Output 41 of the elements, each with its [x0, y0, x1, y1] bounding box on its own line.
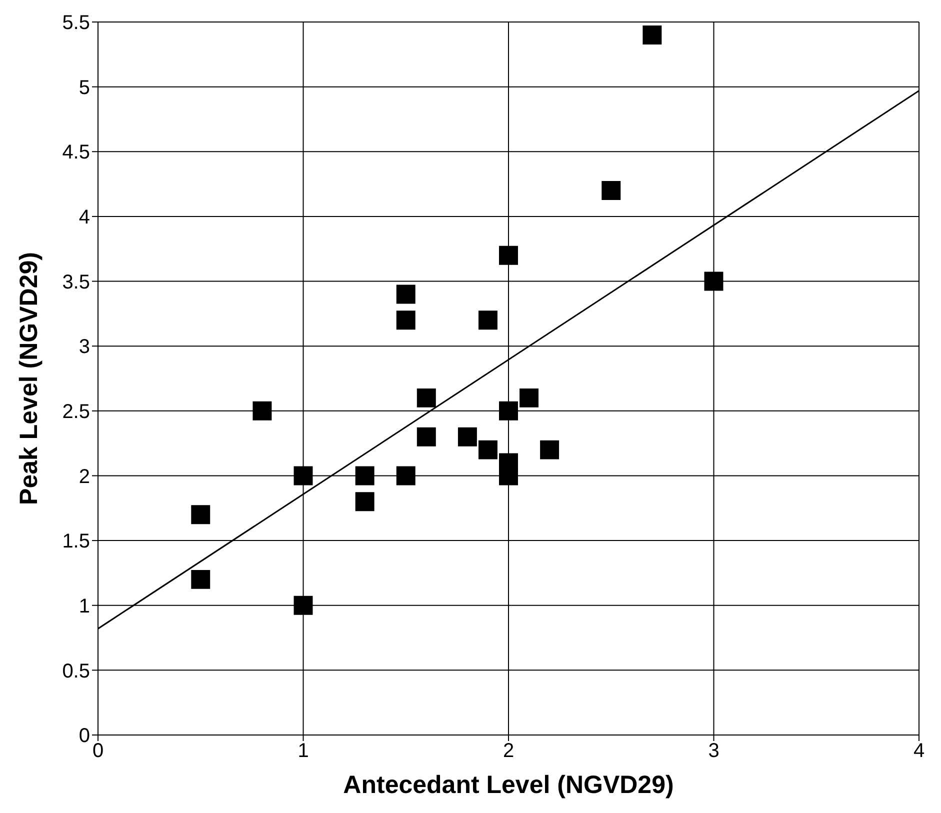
point	[294, 466, 313, 486]
point	[355, 466, 374, 486]
y-tick-label: 2.5	[62, 401, 90, 424]
x-tick-label: 4	[913, 740, 925, 762]
point	[396, 466, 416, 486]
y-tick-label: 0.5	[62, 660, 90, 682]
y-tick-label: 3.5	[62, 271, 90, 294]
y-tick-label: 1	[78, 595, 90, 618]
x-axis-title: Antecedant Level (NGVD29)	[343, 771, 674, 799]
point	[499, 401, 518, 420]
x-tick-label: 1	[298, 740, 309, 762]
point	[396, 310, 416, 330]
point	[704, 272, 724, 291]
point	[355, 492, 374, 512]
point	[294, 596, 313, 615]
point	[191, 505, 210, 524]
y-tick-label: 4	[78, 206, 90, 229]
y-axis-title: Peak Level (NGVD29)	[14, 252, 43, 505]
point	[642, 25, 662, 44]
point	[520, 388, 539, 408]
point	[252, 401, 272, 420]
point	[478, 310, 498, 330]
point	[499, 466, 518, 486]
point	[602, 181, 621, 200]
point	[540, 440, 560, 460]
y-tick-label: 0	[78, 725, 90, 748]
point	[416, 388, 436, 408]
y-tick-label: 2	[78, 466, 90, 488]
x-tick-label: 2	[502, 740, 514, 762]
y-tick-label: 5.5	[62, 12, 90, 34]
point	[191, 570, 210, 589]
y-tick-label: 3	[78, 336, 90, 358]
point	[478, 440, 498, 460]
point	[416, 427, 436, 446]
y-tick-label: 4.5	[62, 142, 90, 164]
x-tick-label: 3	[708, 740, 720, 762]
point	[499, 246, 518, 265]
y-tick-label: 1.5	[62, 530, 90, 553]
y-tick-label: 5	[78, 76, 90, 99]
point	[458, 427, 477, 446]
point	[396, 284, 416, 304]
